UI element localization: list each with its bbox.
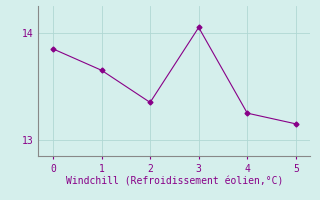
- X-axis label: Windchill (Refroidissement éolien,°C): Windchill (Refroidissement éolien,°C): [66, 176, 283, 186]
